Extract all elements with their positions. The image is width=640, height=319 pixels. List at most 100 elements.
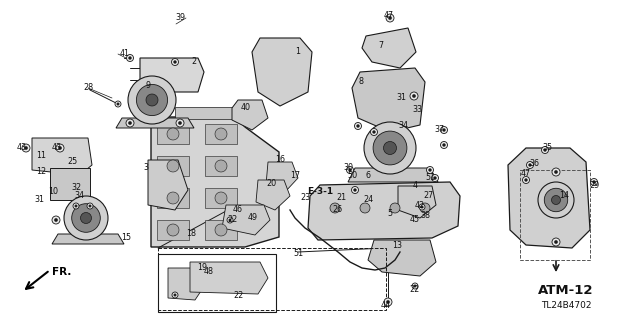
Text: 47: 47	[384, 11, 394, 20]
Text: 43: 43	[52, 143, 62, 152]
Text: 3: 3	[143, 164, 148, 173]
Text: 10: 10	[48, 188, 58, 197]
Text: 34: 34	[398, 121, 408, 130]
Text: 29: 29	[589, 181, 599, 189]
Circle shape	[443, 144, 445, 146]
Circle shape	[390, 203, 400, 213]
Text: 43: 43	[17, 143, 27, 152]
Circle shape	[167, 128, 179, 140]
Circle shape	[56, 144, 64, 152]
Circle shape	[87, 203, 93, 209]
Circle shape	[554, 170, 557, 174]
Circle shape	[215, 160, 227, 172]
Polygon shape	[232, 100, 268, 130]
Text: 22: 22	[233, 292, 243, 300]
Circle shape	[373, 131, 407, 165]
Text: 16: 16	[275, 155, 285, 165]
Text: 38: 38	[420, 211, 430, 219]
Circle shape	[541, 146, 548, 153]
Polygon shape	[32, 138, 92, 175]
Circle shape	[552, 238, 560, 246]
Circle shape	[24, 146, 28, 150]
Circle shape	[22, 144, 30, 152]
Text: 5: 5	[387, 210, 392, 219]
Circle shape	[52, 216, 60, 224]
Polygon shape	[266, 162, 298, 192]
Text: 34: 34	[74, 191, 84, 201]
Text: 36: 36	[529, 159, 539, 167]
Circle shape	[434, 177, 436, 179]
Text: E-3-1: E-3-1	[307, 188, 333, 197]
Circle shape	[529, 164, 531, 167]
Text: 25: 25	[67, 158, 77, 167]
Text: 41: 41	[120, 49, 130, 58]
Circle shape	[129, 56, 131, 59]
Polygon shape	[52, 234, 124, 244]
Text: 33: 33	[412, 106, 422, 115]
Circle shape	[388, 16, 392, 19]
Circle shape	[126, 119, 134, 127]
Circle shape	[346, 167, 353, 174]
Text: 9: 9	[145, 81, 150, 91]
Circle shape	[72, 204, 100, 232]
Polygon shape	[151, 117, 279, 247]
Circle shape	[440, 127, 447, 133]
Polygon shape	[190, 262, 268, 294]
Circle shape	[354, 189, 356, 191]
Circle shape	[75, 205, 77, 207]
Polygon shape	[352, 68, 425, 132]
Bar	[520, 170, 590, 260]
Circle shape	[414, 285, 416, 287]
Text: 44: 44	[381, 300, 391, 309]
Polygon shape	[50, 168, 90, 200]
Text: 4: 4	[413, 182, 417, 190]
Polygon shape	[368, 240, 436, 276]
Bar	[175, 107, 235, 119]
Text: 1: 1	[296, 48, 301, 56]
Text: 50: 50	[347, 172, 357, 181]
Circle shape	[543, 149, 547, 152]
Circle shape	[593, 181, 595, 183]
Circle shape	[330, 203, 340, 213]
Circle shape	[383, 142, 397, 154]
Text: 23: 23	[300, 192, 310, 202]
Polygon shape	[398, 186, 436, 218]
Circle shape	[527, 161, 534, 168]
Bar	[205, 220, 237, 240]
Circle shape	[420, 203, 430, 213]
Circle shape	[426, 167, 433, 174]
Text: 30: 30	[343, 164, 353, 173]
Polygon shape	[140, 58, 204, 92]
Text: 51: 51	[425, 174, 435, 182]
Circle shape	[443, 129, 445, 131]
Circle shape	[173, 61, 177, 63]
Text: 22: 22	[227, 214, 237, 224]
Text: 47: 47	[521, 169, 531, 179]
Text: 46: 46	[233, 205, 243, 214]
Bar	[158, 254, 276, 312]
Circle shape	[174, 294, 176, 296]
Text: 45: 45	[410, 216, 420, 225]
Bar	[157, 220, 189, 240]
Circle shape	[544, 188, 568, 212]
Circle shape	[552, 196, 561, 204]
Circle shape	[115, 101, 121, 107]
Polygon shape	[222, 205, 270, 235]
Circle shape	[412, 283, 418, 289]
Bar	[158, 248, 386, 310]
Circle shape	[387, 300, 390, 304]
Text: 11: 11	[36, 151, 46, 160]
Text: 49: 49	[248, 212, 258, 221]
Text: 39: 39	[175, 13, 185, 23]
Circle shape	[554, 241, 557, 244]
Text: 14: 14	[559, 190, 569, 199]
Circle shape	[440, 142, 447, 149]
Text: 42: 42	[415, 201, 425, 210]
Text: 17: 17	[290, 170, 300, 180]
Polygon shape	[308, 182, 460, 240]
Circle shape	[172, 292, 178, 298]
Circle shape	[419, 204, 425, 210]
Text: 40: 40	[241, 102, 251, 112]
Circle shape	[64, 196, 108, 240]
Circle shape	[146, 94, 158, 106]
